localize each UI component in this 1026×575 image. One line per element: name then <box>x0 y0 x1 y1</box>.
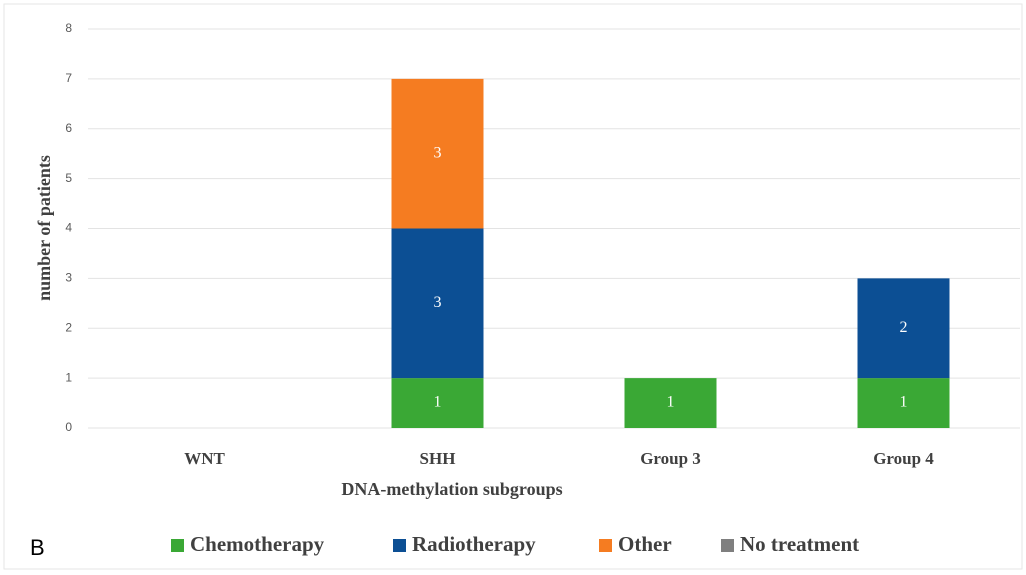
bar-segment <box>391 378 484 428</box>
x-axis-title: DNA-methylation subgroups <box>341 479 562 499</box>
y-tick-label: 6 <box>65 121 72 135</box>
y-tick-label: 2 <box>65 320 72 334</box>
bar-segment <box>857 278 950 379</box>
legend-swatch <box>721 539 734 552</box>
data-label: 3 <box>434 294 442 311</box>
x-tick-label: Group 4 <box>873 449 934 468</box>
legend-swatch <box>171 539 184 552</box>
y-tick-label: 1 <box>65 370 72 384</box>
bar-segment <box>391 228 484 379</box>
x-tick-label: SHH <box>420 449 456 468</box>
y-tick-label: 0 <box>65 420 72 434</box>
legend-label: Other <box>618 532 672 556</box>
y-tick-label: 3 <box>65 271 72 285</box>
bar-segment <box>857 378 950 428</box>
bar-segment <box>391 78 484 229</box>
legend-label: Chemotherapy <box>190 532 325 556</box>
panel-label: B <box>30 535 45 560</box>
data-label: 1 <box>434 394 442 411</box>
data-label: 1 <box>667 394 675 411</box>
data-label: 3 <box>434 144 442 161</box>
data-label: 2 <box>900 319 908 336</box>
y-tick-label: 8 <box>65 21 72 35</box>
x-tick-label: WNT <box>184 449 225 468</box>
legend-label: Radiotherapy <box>412 532 536 556</box>
bar-segment <box>624 378 717 428</box>
y-axis-title: number of patients <box>34 155 54 301</box>
data-label: 1 <box>900 394 908 411</box>
legend-swatch <box>393 539 406 552</box>
legend-label: No treatment <box>740 532 859 556</box>
x-tick-label: Group 3 <box>640 449 701 468</box>
chart-frame <box>3 3 1023 570</box>
legend-swatch <box>599 539 612 552</box>
y-tick-label: 7 <box>65 71 72 85</box>
y-tick-label: 4 <box>65 221 72 235</box>
y-tick-label: 5 <box>65 171 72 185</box>
